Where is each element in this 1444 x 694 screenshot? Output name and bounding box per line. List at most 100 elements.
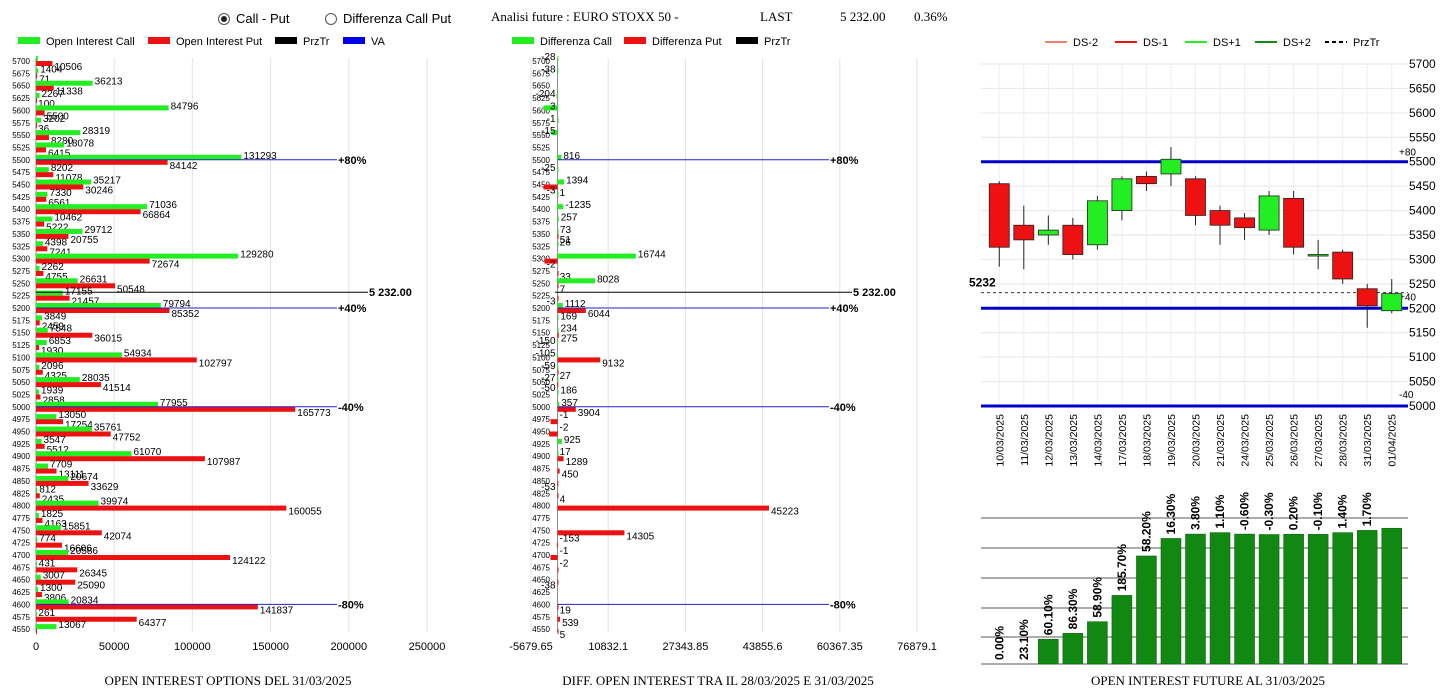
- oi-call-value: 3007: [43, 571, 66, 582]
- diff-strike-label: 5350: [532, 230, 550, 239]
- oi-call-bar: [36, 488, 38, 494]
- oi-put-bar: [36, 555, 231, 560]
- oi-put-value: 124122: [232, 556, 266, 567]
- oi-call-bar: [36, 562, 37, 568]
- candle-date-label: 27/03/2025: [1313, 414, 1325, 467]
- oi-put-value: 107987: [207, 457, 241, 468]
- diff-strike-label: 5250: [532, 279, 550, 288]
- diff-strike-label: 4550: [532, 625, 550, 634]
- oi-call-bar: [36, 68, 39, 74]
- diff-call-bar: [557, 68, 559, 74]
- diff-put-bar: [557, 629, 559, 635]
- oi-strike-label: 5375: [12, 218, 30, 227]
- diff-strike-label: 5500: [532, 156, 550, 165]
- diff-call-value: 73: [560, 225, 572, 236]
- oi-put-bar: [36, 567, 78, 573]
- candle-date-label: 10/03/2025: [994, 414, 1006, 467]
- diff-strike-label: 4800: [532, 502, 550, 511]
- oi-put-value: 64377: [139, 618, 167, 629]
- oi-strike-label: 4825: [12, 489, 30, 498]
- diff-call-value: 1394: [566, 176, 589, 187]
- candle-date-label: 17/03/2025: [1117, 414, 1129, 467]
- oi-strike-label: 5425: [12, 193, 30, 202]
- oi-put-value: 7241: [49, 247, 72, 258]
- candle-date-label: 11/03/2025: [1019, 414, 1031, 466]
- candle-ytick-label: 5500: [1409, 155, 1436, 169]
- future-bar-label: 1.70%: [1360, 492, 1374, 526]
- oi-call-bar: [36, 167, 49, 173]
- legend-swatch-2: [275, 37, 297, 44]
- diff-va-label: -40%: [830, 402, 856, 414]
- legend-swatch-2: [736, 37, 758, 44]
- diff-strike-label: 5325: [532, 242, 550, 251]
- diff-call-value: 234: [561, 324, 578, 335]
- diff-call-value: 26: [560, 237, 572, 248]
- oi-strike-label: 4875: [12, 465, 30, 474]
- diff-call-bar: [557, 204, 564, 210]
- oi-call-bar: [36, 438, 42, 444]
- oi-call-value: 1939: [41, 385, 64, 396]
- oi-strike-label: 4975: [12, 415, 30, 424]
- diff-strike-label: 5375: [532, 218, 550, 227]
- oi-xtick-label: 250000: [409, 641, 446, 653]
- radio-call-put[interactable]: Call - Put: [218, 11, 289, 26]
- diff-put-value: 3904: [578, 408, 601, 419]
- oi-put-bar: [36, 579, 76, 585]
- radio-differenza[interactable]: Differenza Call Put: [325, 11, 451, 26]
- future-bar: [1258, 534, 1280, 665]
- legend-swatch-0: [512, 37, 534, 44]
- legend-label-3: VA: [371, 36, 386, 48]
- oi-put-bar: [36, 493, 40, 499]
- diff-call-bar: [551, 130, 558, 136]
- future-title: OPEN INTEREST FUTURE AL 31/03/2025: [1091, 673, 1325, 688]
- candle-date-label: 01/04/2025: [1387, 414, 1399, 467]
- oi-put-value: 2435: [42, 494, 65, 505]
- candle-body: [1332, 251, 1354, 280]
- future-bar: [1038, 638, 1059, 665]
- oi-strike-label: 5400: [12, 205, 30, 214]
- oi-strike-label: 5300: [12, 255, 30, 264]
- candle-ytick-label: 5300: [1409, 252, 1436, 266]
- oi-call-value: 36213: [95, 77, 123, 88]
- oi-put-bar: [36, 530, 102, 536]
- oi-call-bar: [36, 525, 61, 531]
- diff-call-value: -59: [541, 361, 556, 372]
- diff-call-value: -25: [541, 163, 556, 174]
- future-bar: [1160, 538, 1182, 665]
- diff-put-bar: [557, 233, 559, 239]
- future-bar-label: 58.20%: [1139, 511, 1153, 552]
- legend-swatch-0: [18, 37, 40, 44]
- diff-call-value: -15: [541, 126, 556, 137]
- oi-put-value: 2858: [42, 395, 65, 406]
- diff-title: DIFF. OPEN INTEREST TRA IL 28/03/2025 E …: [562, 673, 873, 688]
- candle-date-label: 18/03/2025: [1141, 414, 1153, 467]
- oi-strike-label: 4925: [12, 440, 30, 449]
- candle-legend-label-4: PrzTr: [1353, 37, 1380, 49]
- diff-call-bar: [556, 93, 558, 99]
- diff-put-value: -2: [547, 260, 556, 271]
- diff-call-value: -27: [541, 373, 556, 384]
- diff-call-value: -1: [560, 410, 569, 421]
- oi-call-bar: [36, 364, 40, 370]
- oi-strike-label: 4625: [12, 588, 30, 597]
- oi-put-value: 50548: [117, 284, 145, 295]
- oi-call-value: 77955: [160, 398, 188, 409]
- future-bar: [1283, 533, 1304, 665]
- analysis-title: Analisi future : EURO STOXX 50 -: [491, 9, 679, 24]
- oi-call-value: 774: [39, 534, 56, 545]
- oi-put-value: 102797: [199, 358, 233, 369]
- diff-put-value: 539: [562, 618, 579, 629]
- oi-va-label: +40%: [338, 303, 367, 315]
- diff-strike-label: 5150: [532, 329, 550, 338]
- oi-call-value: 2267: [42, 89, 65, 100]
- candle-body: [1234, 217, 1255, 229]
- future-bar-label: 58.90%: [1090, 577, 1104, 618]
- oi-call-value: 3849: [44, 311, 67, 322]
- diff-put-bar: [557, 604, 559, 610]
- oi-put-value: 17254: [65, 420, 93, 431]
- diff-strike-label: 5025: [532, 390, 550, 399]
- future-bar: [1381, 527, 1402, 665]
- oi-call-value: 39974: [101, 497, 129, 508]
- oi-call-bar: [36, 587, 39, 593]
